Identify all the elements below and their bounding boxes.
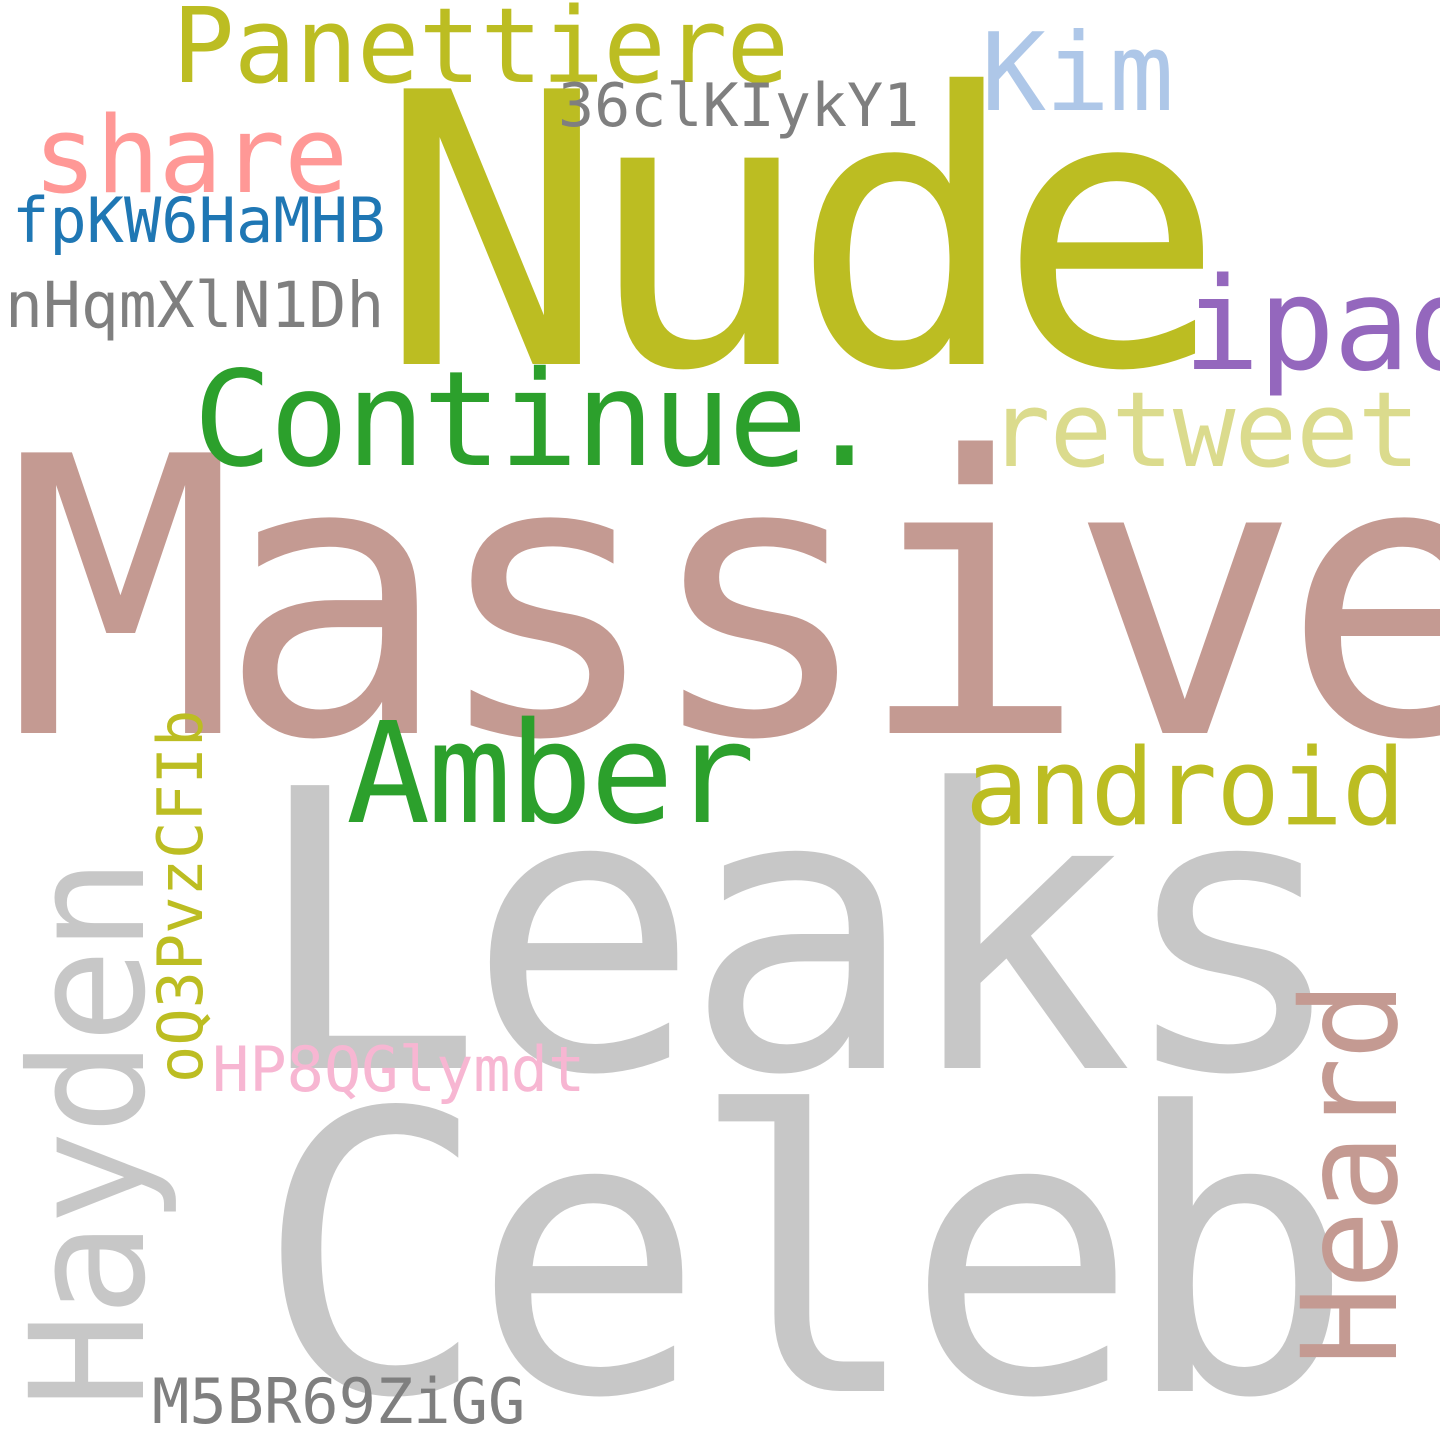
word-36clkiyky1: 36clKIykY1 — [558, 71, 920, 141]
word-share: share — [33, 94, 348, 217]
word-heard: Heard — [1274, 983, 1428, 1366]
word-android: android — [965, 726, 1406, 849]
word-hp8qglymdt: HP8QGlymdt — [212, 1033, 586, 1106]
word-nhqmxln1dh: nHqmXlN1Dh — [5, 269, 385, 342]
word-oq3pvzcfib: oQ3PvzCFIb — [144, 709, 217, 1083]
word-ipad: ipad — [1183, 251, 1440, 400]
word-celeb: Celeb — [255, 1031, 1355, 1440]
word-panettiere: Panettiere — [172, 0, 789, 107]
word-m5br69zigg: M5BR69ZiGG — [152, 1365, 526, 1438]
word-continue: Continue. — [193, 343, 884, 497]
word-leaks: Leaks — [250, 708, 1350, 1160]
word-massive: Massive — [5, 376, 1440, 824]
word-nude: Nude — [378, 14, 1225, 454]
word-fpkw6hamhb: fpKW6HaMHB — [12, 184, 386, 257]
word-amber: Amber — [346, 693, 755, 856]
word-retweet: retweet — [988, 369, 1420, 491]
word-kim: Kim — [981, 11, 1174, 136]
